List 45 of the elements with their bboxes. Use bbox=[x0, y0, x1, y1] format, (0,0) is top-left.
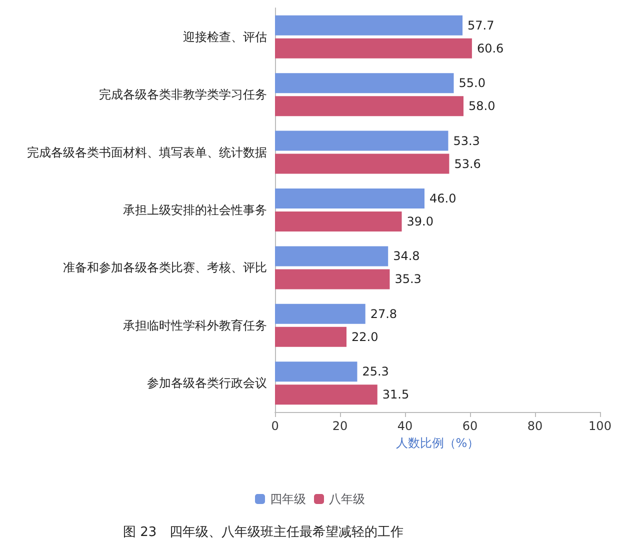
data-label: 39.0 bbox=[406, 214, 434, 228]
legend-label: 八年级 bbox=[329, 492, 365, 506]
y-tick-label: 参加各级各类行政会议 bbox=[147, 376, 267, 390]
bar bbox=[275, 269, 390, 290]
data-label: 22.0 bbox=[352, 330, 378, 344]
data-label: 53.3 bbox=[453, 134, 480, 148]
y-tick-label: 承担上级安排的社会性事务 bbox=[123, 203, 267, 217]
y-tick-label: 完成各级各类非教学类学习任务 bbox=[99, 88, 267, 102]
bar bbox=[275, 96, 464, 116]
bar bbox=[275, 362, 358, 382]
data-label: 60.6 bbox=[476, 41, 504, 56]
bar bbox=[275, 73, 454, 94]
data-label: 53.6 bbox=[454, 156, 481, 171]
data-label: 57.7 bbox=[468, 18, 494, 32]
bar bbox=[275, 326, 346, 347]
data-label: 25.3 bbox=[362, 364, 389, 379]
text: 图 23 四年级、八年级班主任最希望减轻的工作 bbox=[123, 524, 404, 540]
data-label: 35.3 bbox=[394, 272, 422, 286]
y-tick-label: 承担临时性学科外教育任务 bbox=[123, 318, 267, 332]
bar bbox=[275, 384, 378, 405]
bar bbox=[275, 212, 402, 232]
data-label: 31.5 bbox=[382, 388, 410, 402]
x-tick-label: 100 bbox=[588, 419, 612, 433]
x-tick-label: 20 bbox=[332, 419, 348, 433]
y-tick-label: 完成各级各类书面材料、填写表单、统计数据 bbox=[27, 145, 267, 160]
bar bbox=[275, 246, 388, 266]
bar bbox=[275, 15, 463, 36]
data-label: 58.0 bbox=[468, 99, 496, 114]
bar bbox=[275, 38, 472, 58]
x-axis-title: 人数比例（%） bbox=[396, 436, 480, 450]
bar bbox=[275, 130, 448, 151]
data-label: 27.8 bbox=[370, 306, 398, 321]
bar bbox=[275, 154, 450, 174]
y-tick-label: 准备和参加各级各类比赛、考核、评比 bbox=[63, 260, 267, 275]
x-tick-label: 60 bbox=[462, 419, 478, 433]
data-label: 55.0 bbox=[458, 76, 486, 90]
data-label: 46.0 bbox=[430, 192, 456, 206]
legend-label: 四年级 bbox=[270, 492, 306, 506]
data-label: 34.8 bbox=[393, 249, 420, 264]
bar bbox=[275, 304, 366, 324]
x-tick-label: 0 bbox=[271, 419, 279, 433]
x-tick-label: 80 bbox=[527, 419, 543, 433]
x-tick-label: 40 bbox=[397, 419, 413, 433]
y-tick-label: 迎接检查、评估 bbox=[183, 30, 267, 44]
bar bbox=[275, 188, 424, 208]
